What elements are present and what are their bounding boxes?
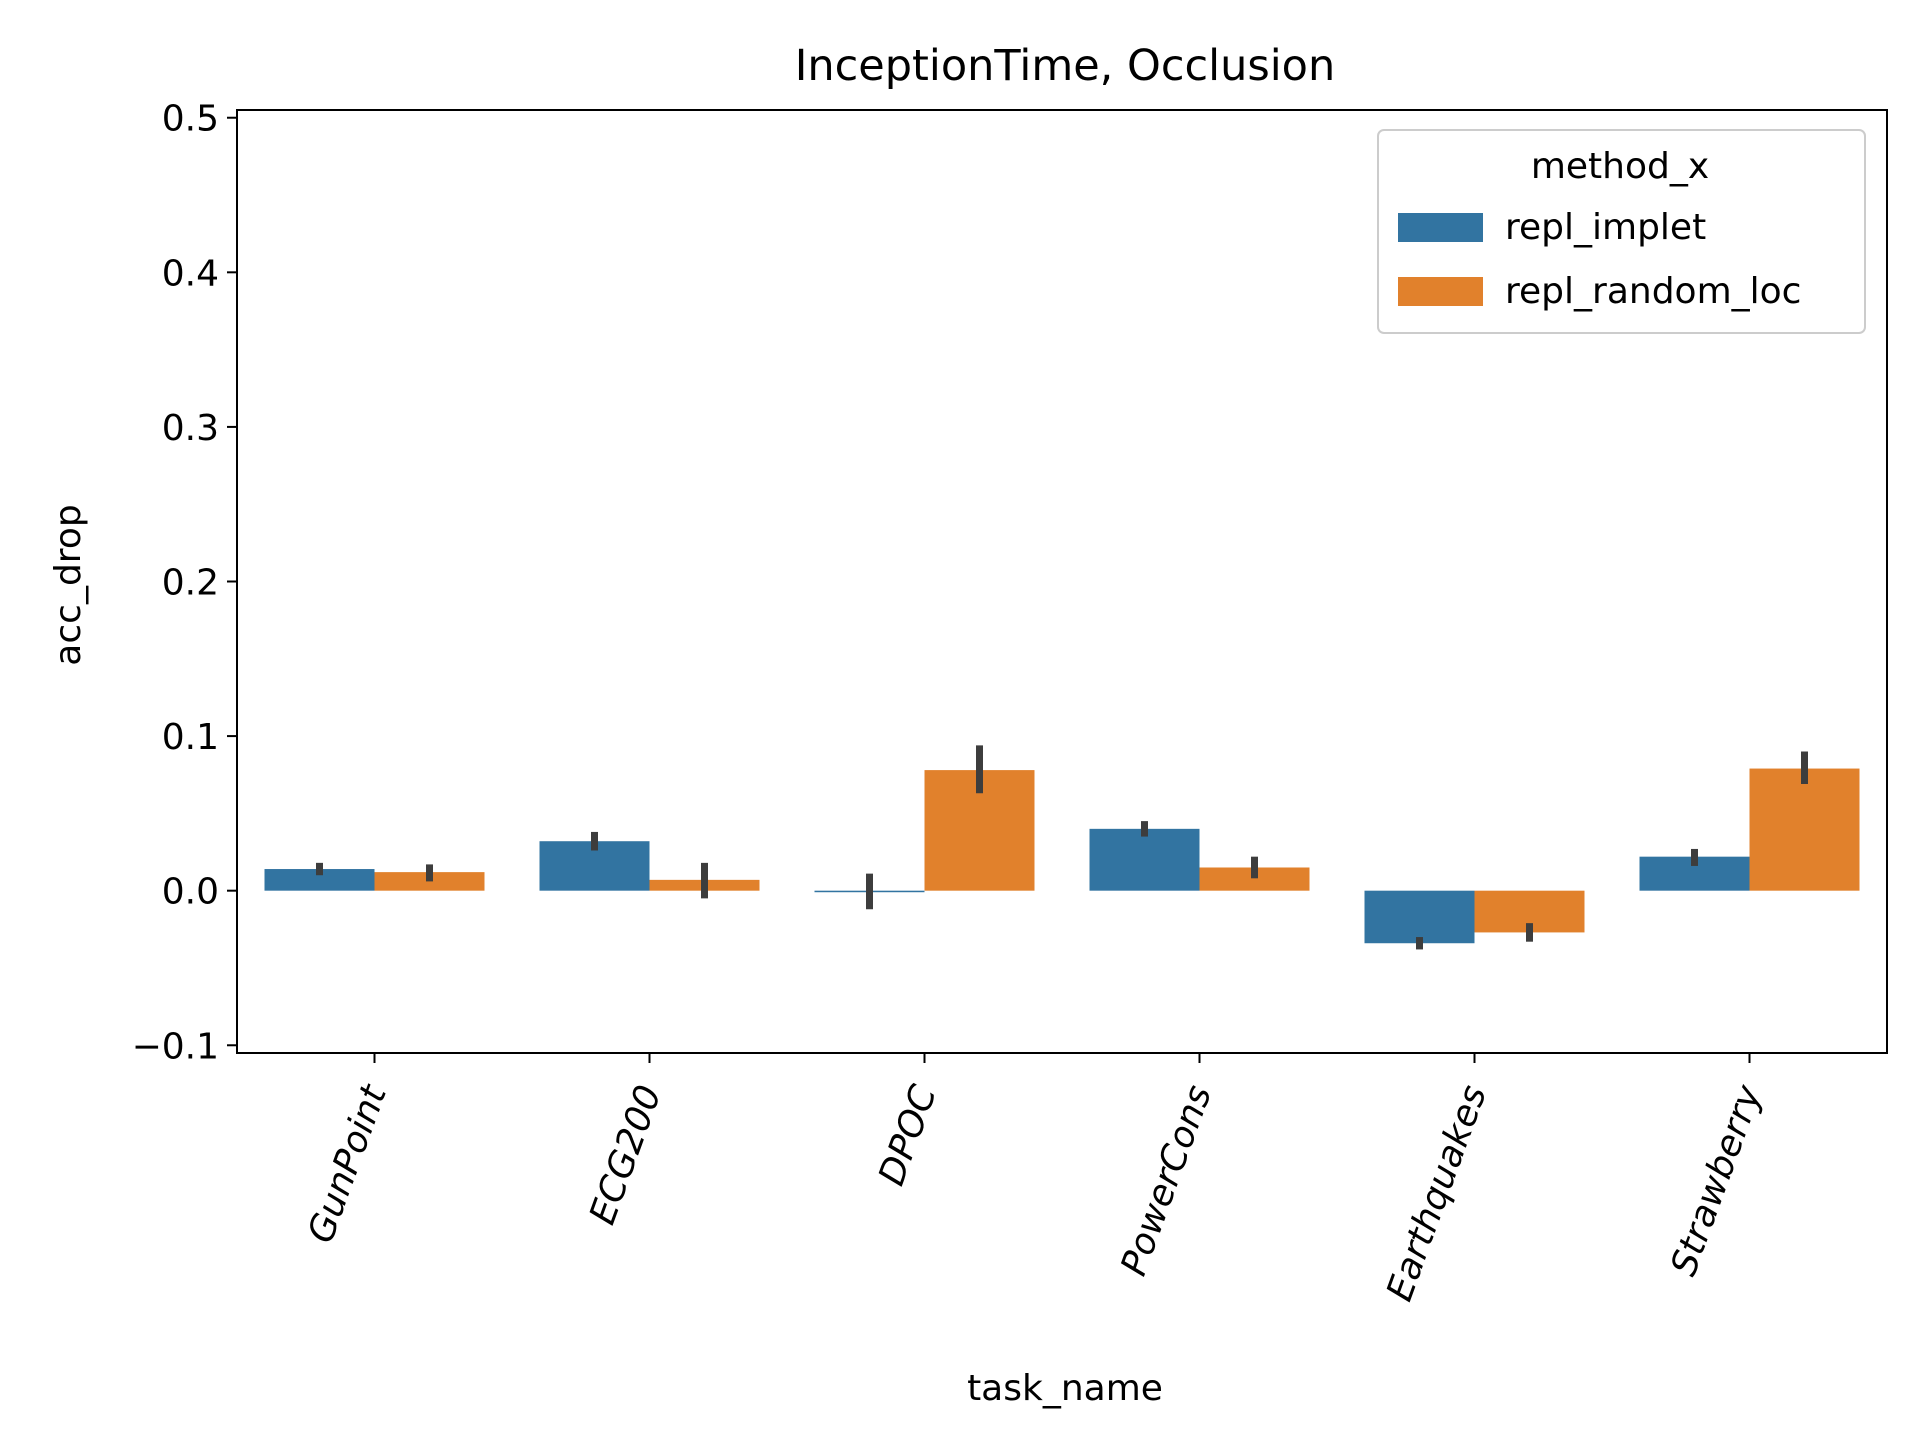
y-tick-label: 0.1 — [162, 717, 219, 758]
bar-repl_implet-PowerCons — [1089, 828, 1200, 891]
legend-swatch-repl_implet — [1398, 213, 1483, 242]
chart-title: InceptionTime, Occlusion — [795, 41, 1336, 91]
bar-repl_random_loc-PowerCons — [1199, 867, 1310, 891]
legend-box — [1377, 129, 1866, 334]
x-tick-label: PowerCons — [1113, 1080, 1220, 1281]
y-axis: −0.1 0.0 0.1 0.2 0.3 0.4 0.5 — [132, 99, 237, 1067]
x-tick-label: ECG200 — [582, 1080, 670, 1230]
legend: method_x repl_implet repl_random_loc — [1377, 129, 1866, 334]
y-tick-label: 0.2 — [162, 563, 219, 604]
y-tick-label: 0.0 — [162, 872, 219, 913]
bars-layer — [264, 768, 1860, 944]
y-tick-label: 0.3 — [162, 408, 219, 449]
legend-label-repl_implet: repl_implet — [1505, 207, 1706, 248]
legend-label-repl_random_loc: repl_random_loc — [1505, 271, 1801, 312]
errorbars-layer — [316, 745, 1808, 950]
x-tick-label: GunPoint — [300, 1078, 395, 1248]
y-tick-label: −0.1 — [132, 1026, 219, 1067]
x-tick-label: Strawberry — [1663, 1079, 1770, 1281]
x-axis: GunPoint ECG200 DPOC PowerCons Earthquakes St… — [300, 1053, 1770, 1306]
x-axis-title: task_name — [967, 1368, 1163, 1409]
y-tick-label: 0.5 — [162, 99, 219, 140]
x-tick-label: Earthquakes — [1379, 1080, 1495, 1306]
legend-title: method_x — [1531, 146, 1709, 187]
bar-repl_implet-Earthquakes — [1364, 890, 1475, 944]
x-tick-label: DPOC — [871, 1079, 945, 1191]
y-axis-title: acc_drop — [48, 504, 89, 665]
bar-repl_random_loc-Strawberry — [1749, 768, 1860, 891]
legend-swatch-repl_random_loc — [1398, 277, 1483, 306]
bar-repl_implet-GunPoint — [264, 869, 375, 891]
y-tick-label: 0.4 — [162, 253, 219, 294]
